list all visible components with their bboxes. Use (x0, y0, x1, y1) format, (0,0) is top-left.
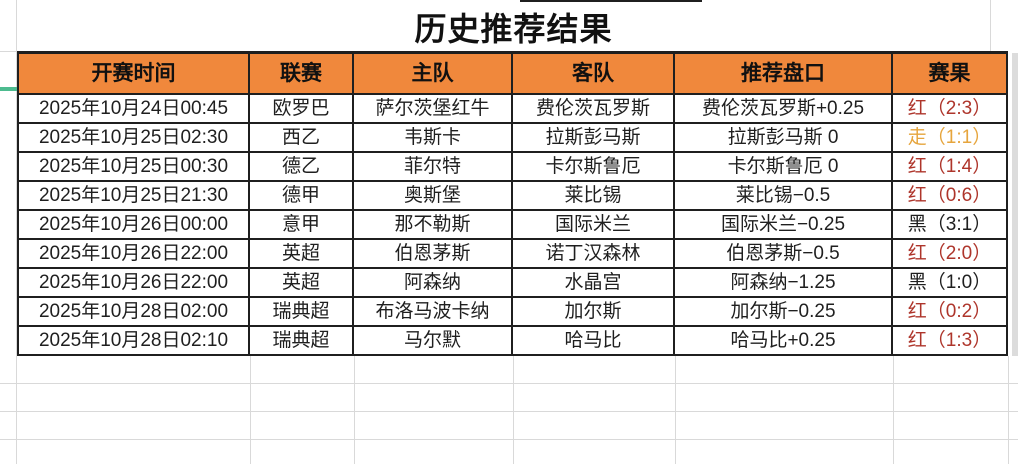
header-away[interactable]: 客队 (513, 54, 675, 95)
cell-home[interactable]: 菲尔特 (354, 153, 513, 182)
cell-handicap[interactable]: 哈马比+0.25 (675, 327, 893, 356)
cell-result[interactable]: 黑（3:1） (893, 211, 1008, 240)
cell-time[interactable]: 2025年10月25日21:30 (19, 182, 250, 211)
cell-away[interactable]: 莱比锡 (513, 182, 675, 211)
left-column-gridline (16, 0, 17, 464)
cell-league[interactable]: 瑞典超 (250, 327, 354, 356)
cell-home[interactable]: 伯恩茅斯 (354, 240, 513, 269)
cell-league[interactable]: 德甲 (250, 182, 354, 211)
header-left-gridline (0, 51, 17, 52)
cell-home[interactable]: 奥斯堡 (354, 182, 513, 211)
cell-league[interactable]: 意甲 (250, 211, 354, 240)
cell-away[interactable]: 哈马比 (513, 327, 675, 356)
cell-league[interactable]: 瑞典超 (250, 298, 354, 327)
cell-result[interactable]: 红（0:2） (893, 298, 1008, 327)
cell-league[interactable]: 西乙 (250, 124, 354, 153)
empty-column-gridline (675, 356, 676, 464)
cell-result[interactable]: 红（1:4） (893, 153, 1008, 182)
empty-column-gridline (354, 356, 355, 464)
cell-result[interactable]: 红（0:6） (893, 182, 1008, 211)
cell-away[interactable]: 水晶宫 (513, 269, 675, 298)
cell-time[interactable]: 2025年10月25日00:30 (19, 153, 250, 182)
cell-result[interactable]: 黑（1:0） (893, 269, 1008, 298)
cell-away[interactable]: 加尔斯 (513, 298, 675, 327)
title-area-gridline (990, 0, 991, 52)
empty-row-gridline (0, 411, 1018, 412)
cell-time[interactable]: 2025年10月28日02:00 (19, 298, 250, 327)
header-home[interactable]: 主队 (354, 54, 513, 95)
cell-league[interactable]: 欧罗巴 (250, 95, 354, 124)
cell-handicap[interactable]: 伯恩茅斯−0.5 (675, 240, 893, 269)
cell-home[interactable]: 马尔默 (354, 327, 513, 356)
cell-handicap[interactable]: 阿森纳−1.25 (675, 269, 893, 298)
cell-handicap[interactable]: 国际米兰−0.25 (675, 211, 893, 240)
header-league[interactable]: 联赛 (250, 54, 354, 95)
cell-home[interactable]: 那不勒斯 (354, 211, 513, 240)
cell-handicap[interactable]: 加尔斯−0.25 (675, 298, 893, 327)
empty-column-gridline (1008, 356, 1009, 464)
cell-away[interactable]: 费伦茨瓦罗斯 (513, 95, 675, 124)
row-selection-accent (0, 87, 17, 91)
cell-away[interactable]: 国际米兰 (513, 211, 675, 240)
cell-time[interactable]: 2025年10月26日22:00 (19, 269, 250, 298)
cell-league[interactable]: 英超 (250, 240, 354, 269)
cell-league[interactable]: 英超 (250, 269, 354, 298)
empty-row-gridline (0, 383, 1018, 384)
cell-result[interactable]: 红（2:3） (893, 95, 1008, 124)
cell-result[interactable]: 红（2:0） (893, 240, 1008, 269)
empty-column-gridline (513, 356, 514, 464)
cell-home[interactable]: 布洛马波卡纳 (354, 298, 513, 327)
history-table: 开赛时间 联赛 主队 客队 推荐盘口 赛果 2025年10月24日00:45 欧… (17, 51, 1008, 356)
cell-time[interactable]: 2025年10月24日00:45 (19, 95, 250, 124)
header-time[interactable]: 开赛时间 (19, 54, 250, 95)
cell-away[interactable]: 拉斯彭马斯 (513, 124, 675, 153)
cell-time[interactable]: 2025年10月26日00:00 (19, 211, 250, 240)
cell-time[interactable]: 2025年10月25日02:30 (19, 124, 250, 153)
cell-handicap[interactable]: 卡尔斯鲁厄 0 (675, 153, 893, 182)
cell-handicap[interactable]: 拉斯彭马斯 0 (675, 124, 893, 153)
cell-result[interactable]: 红（1:3） (893, 327, 1008, 356)
cell-home[interactable]: 萨尔茨堡红牛 (354, 95, 513, 124)
top-cell-border-line (520, 0, 702, 2)
cell-league[interactable]: 德乙 (250, 153, 354, 182)
cell-time[interactable]: 2025年10月28日02:10 (19, 327, 250, 356)
cell-away[interactable]: 卡尔斯鲁厄 (513, 153, 675, 182)
cell-time[interactable]: 2025年10月26日22:00 (19, 240, 250, 269)
empty-column-gridline (893, 356, 894, 464)
page-title: 历史推荐结果 (414, 11, 613, 47)
cell-handicap[interactable]: 费伦茨瓦罗斯+0.25 (675, 95, 893, 124)
cell-home[interactable]: 阿森纳 (354, 269, 513, 298)
cell-handicap[interactable]: 莱比锡−0.5 (675, 182, 893, 211)
header-result[interactable]: 赛果 (893, 54, 1008, 95)
cell-away[interactable]: 诺丁汉森林 (513, 240, 675, 269)
right-edge-strip (1012, 53, 1018, 356)
cell-result[interactable]: 走（1:1） (893, 124, 1008, 153)
cell-home[interactable]: 韦斯卡 (354, 124, 513, 153)
empty-row-gridline (0, 439, 1018, 440)
header-handicap[interactable]: 推荐盘口 (675, 54, 893, 95)
empty-column-gridline (250, 356, 251, 464)
